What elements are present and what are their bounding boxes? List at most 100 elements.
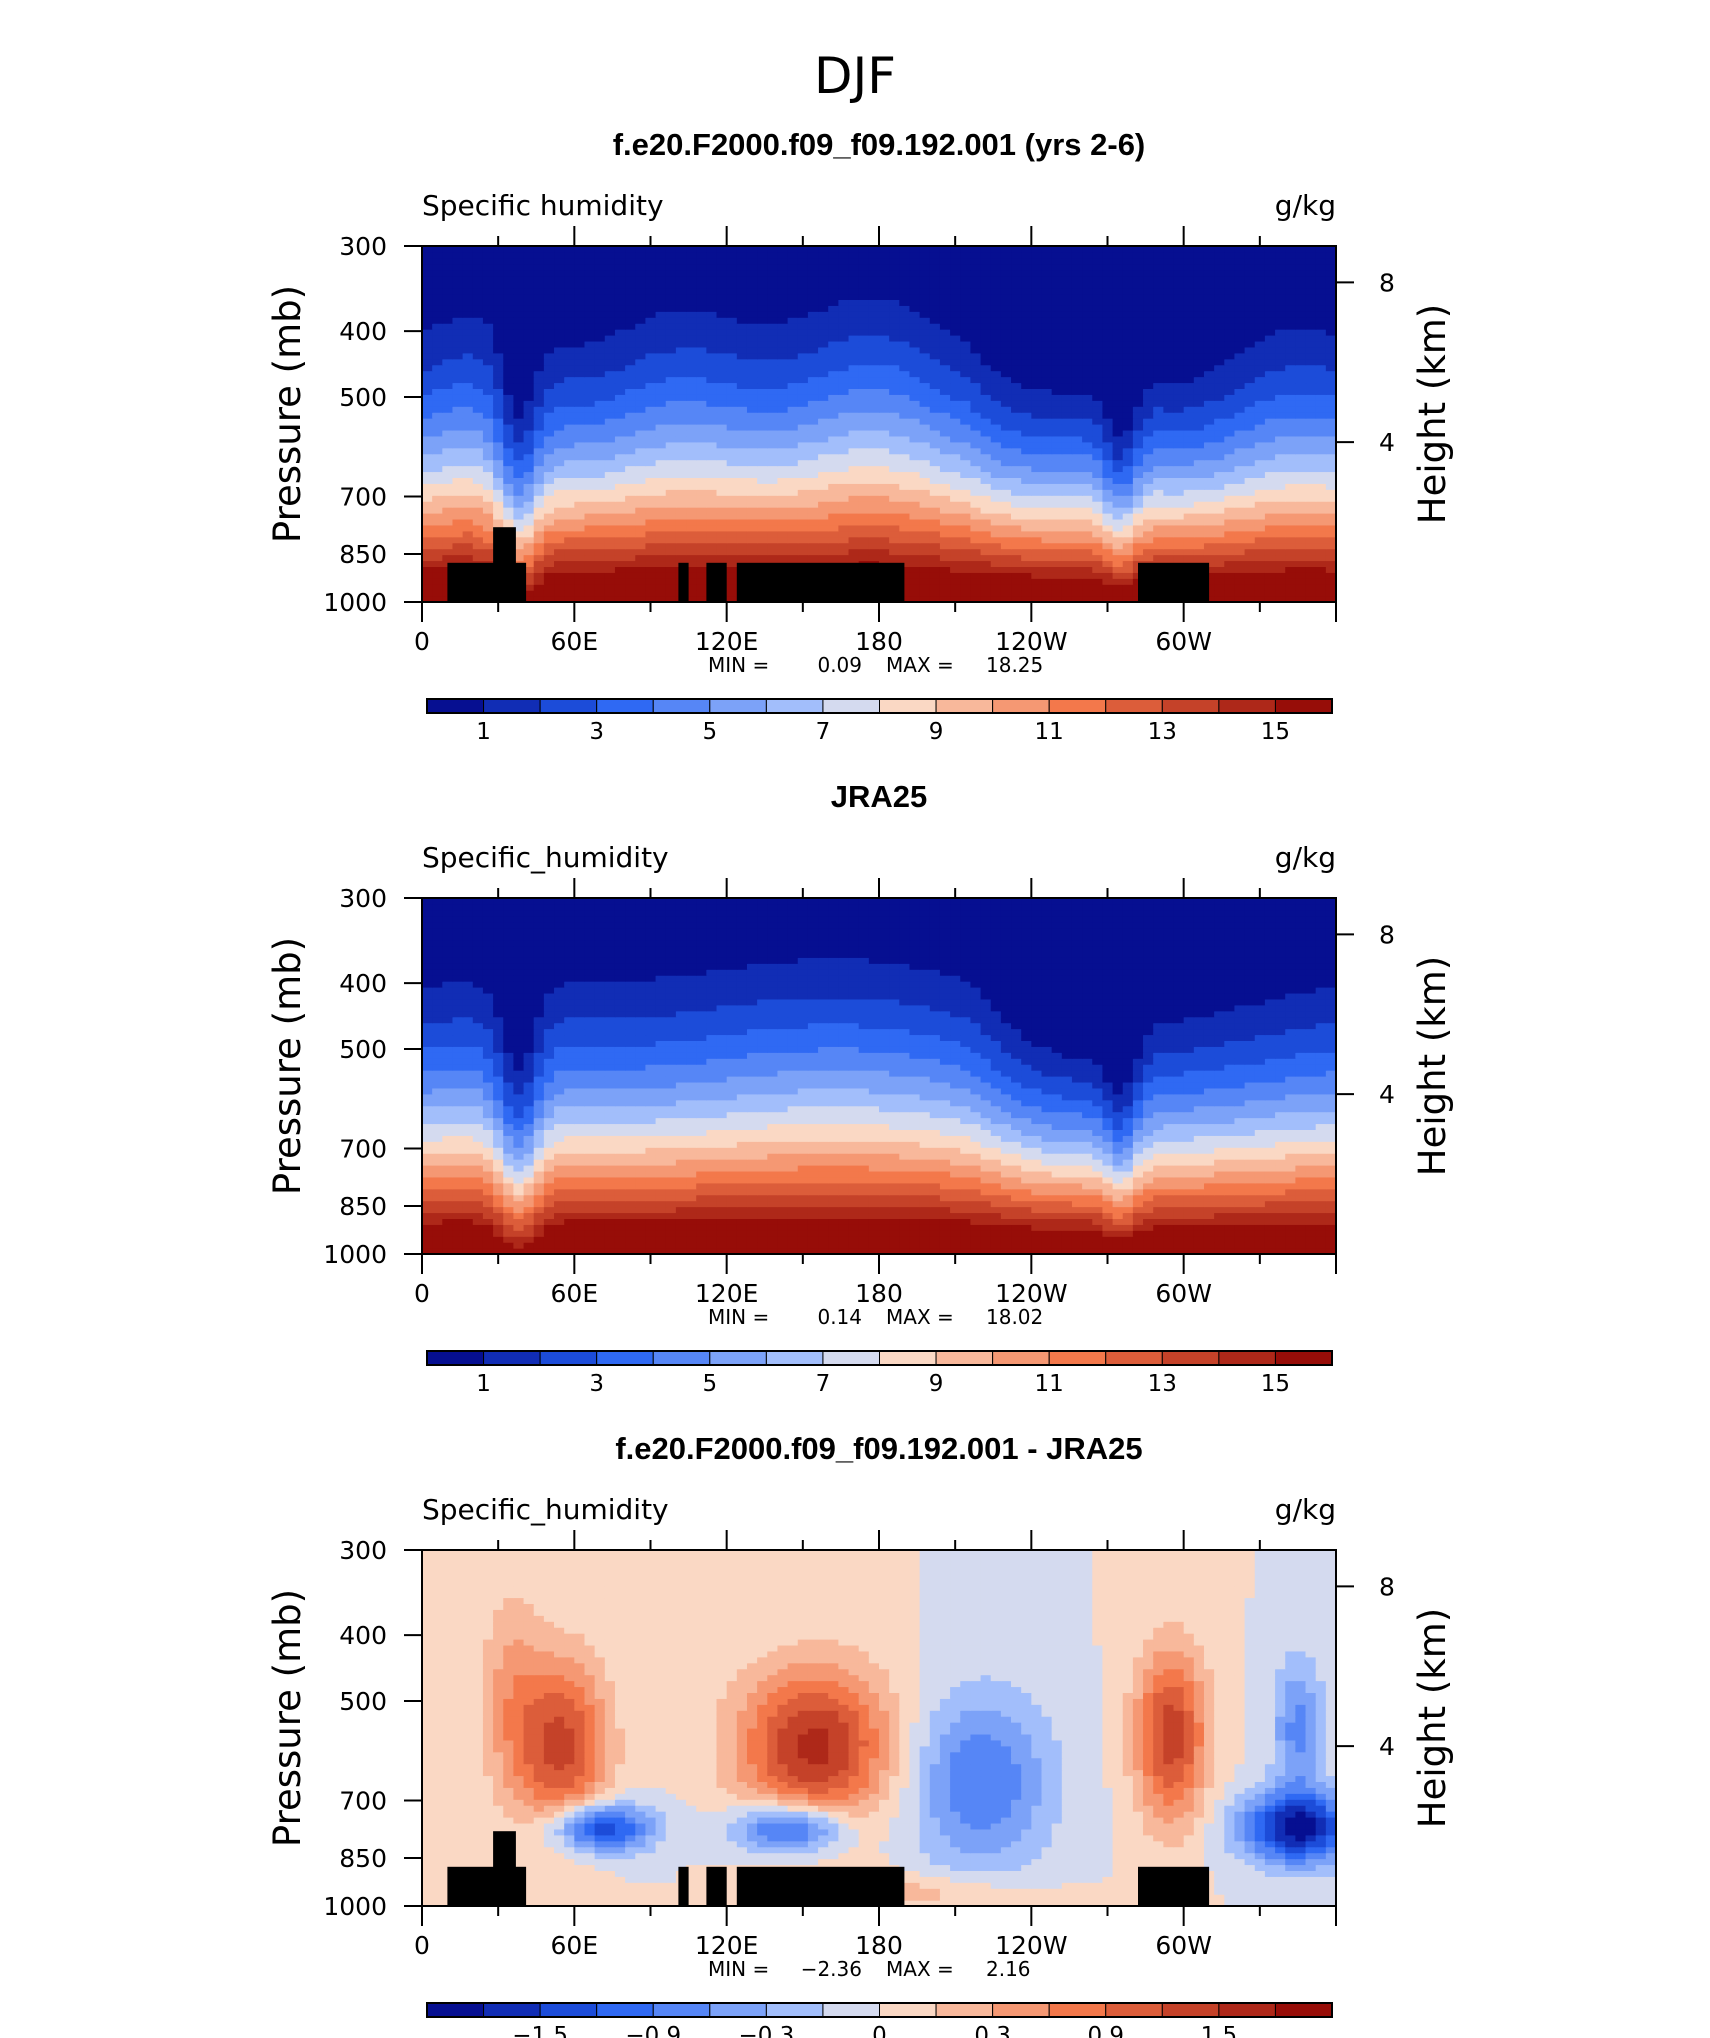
contour-cell [919,299,931,306]
contour-cell [970,323,982,330]
contour-cell [746,495,758,502]
contour-cell [1011,578,1022,585]
contour-cell [614,453,626,461]
contour-cell [960,293,971,300]
contour-cell [838,370,850,378]
contour-cell [503,269,514,277]
contour-cell [1102,572,1114,579]
contour-cell [939,418,951,425]
contour-cell [1244,554,1256,562]
contour-cell [1071,429,1083,437]
contour-cell [533,394,545,401]
contour-cell [686,590,697,597]
contour-cell [422,518,433,526]
contour-cell [919,566,931,573]
contour-cell [950,394,961,401]
contour-cell [1041,596,1053,603]
contour-cell [696,269,707,277]
contour-cell [686,287,697,295]
contour-cell [970,394,982,401]
contour-cell [594,346,606,354]
contour-cell [939,554,951,562]
contour-cell [696,447,707,455]
contour-cell [1122,412,1134,419]
contour-cell [970,335,982,342]
contour-cell [452,495,464,502]
contour-cell [879,400,890,407]
contour-cell [1264,406,1276,413]
contour-cell [889,441,900,449]
contour-cell [1214,418,1225,425]
contour-cell [960,299,971,306]
contour-cell [1011,471,1022,478]
contour-cell [950,376,961,384]
contour-cell [1092,406,1104,413]
contour-cell [909,370,921,378]
contour-cell [1122,418,1134,425]
contour-cell [1102,352,1114,360]
contour-cell [1082,471,1093,478]
contour-cell [655,275,667,283]
contour-cell [706,548,718,556]
contour-cell [665,287,677,295]
contour-cell [503,406,514,413]
contour-cell [1102,412,1114,419]
contour-cell [1163,483,1175,490]
contour-cell [828,388,839,395]
contour-cell [848,406,860,413]
contour-cell [604,489,616,496]
contour-cell [909,299,921,306]
contour-cell [1153,364,1164,372]
contour-cell [625,269,636,277]
contour-cell [1264,293,1276,300]
contour-cell [1112,465,1124,473]
contour-cell [1234,459,1246,467]
contour-cell [879,335,890,342]
contour-cell [554,370,565,378]
contour-cell [1061,530,1073,538]
contour-cell [503,352,514,360]
contour-cell [665,560,677,567]
contour-cell [1011,352,1022,360]
contour-cell [1041,578,1053,585]
contour-cell [909,477,921,484]
contour-cell [604,572,616,579]
contour-cell [1275,584,1286,591]
contour-cell [1264,388,1276,395]
contour-cell [1183,465,1195,473]
contour-cell [503,513,514,520]
contour-cell [1112,590,1124,597]
contour-cell [1214,560,1225,567]
contour-cell [1173,447,1185,455]
contour-cell [950,281,961,289]
contour-cell [807,471,819,478]
contour-cell [635,388,647,395]
contour-cell [543,299,555,306]
contour-cell [614,400,626,407]
contour-cell [686,572,697,579]
contour-cell [422,566,433,573]
contour-cell [939,340,951,348]
contour-cell [1183,400,1195,407]
contour-cell [1264,311,1276,318]
contour-cell [1203,530,1215,538]
contour-cell [472,501,484,508]
contour-cell [1275,596,1286,603]
contour-cell [1122,376,1134,384]
contour-cell [1092,412,1104,419]
contour-cell [1163,471,1175,478]
contour-cell [482,358,494,366]
contour-cell [655,382,667,389]
contour-cell [554,513,565,520]
contour-cell [574,596,586,603]
contour-cell [452,287,464,295]
contour-cell [1102,590,1114,597]
contour-cell [1071,311,1083,318]
contour-cell [635,400,647,407]
contour-cell [990,429,1002,437]
contour-cell [1325,566,1337,573]
contour-cell [899,299,911,306]
contour-cell [960,590,971,597]
contour-cell [1264,530,1276,538]
contour-cell [889,447,900,455]
